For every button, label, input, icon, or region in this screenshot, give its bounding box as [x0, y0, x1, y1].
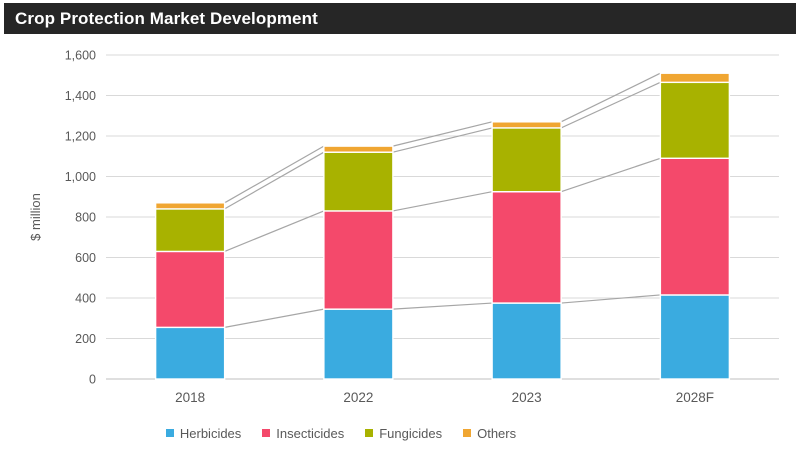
legend-item-others: Others: [463, 426, 516, 441]
series-line-insecticides: [392, 191, 493, 212]
series-line-herbicides: [392, 302, 493, 310]
y-tick-label: 1,400: [65, 89, 96, 103]
y-tick-label: 1,000: [65, 170, 96, 184]
bar-segment-herbicides-2028F: [659, 294, 731, 380]
y-axis-title: $ million: [28, 193, 43, 241]
legend-label-herbicides: Herbicides: [179, 425, 242, 441]
series-line-others: [392, 121, 493, 147]
series-line-herbicides: [224, 308, 324, 328]
legend-item-herbicides: Herbicides: [165, 425, 242, 441]
bar-segment-others-2023: [491, 121, 562, 129]
bar-segment-others-2028F: [659, 72, 731, 84]
bar-segment-others-2022: [323, 145, 394, 153]
bar-segment-insecticides-2022: [323, 210, 394, 310]
series-line-others: [560, 72, 661, 123]
legend-swatch-fungicides: [365, 429, 374, 437]
x-tick-label: 2018: [175, 390, 205, 405]
legend-swatch-others: [463, 429, 472, 437]
x-tick-label: 2022: [343, 390, 373, 405]
bar-segment-herbicides-2018: [154, 326, 226, 380]
y-tick-label: 0: [89, 373, 96, 387]
series-line-others: [224, 145, 325, 204]
series-line-fungicides: [224, 151, 325, 210]
series-line-insecticides: [560, 157, 661, 193]
bar-segment-fungicides-2018: [154, 208, 226, 253]
chart-legend: Herbicides Insecticides Fungicides Other…: [106, 423, 576, 443]
legend-label-others: Others: [477, 425, 517, 441]
y-tick-label: 800: [75, 211, 96, 225]
chart-title-bar: Crop Protection Market Development: [4, 3, 796, 34]
series-line-fungicides: [392, 127, 493, 153]
bar-segment-others-2018: [154, 202, 226, 210]
legend-label-fungicides: Fungicides: [379, 425, 443, 441]
y-tick-label: 600: [75, 251, 96, 265]
legend-label-insecticides: Insecticides: [276, 425, 345, 441]
bar-segment-insecticides-2028F: [659, 157, 731, 296]
bar-segment-fungicides-2022: [323, 151, 394, 212]
y-tick-label: 1,600: [65, 49, 96, 63]
bar-segment-fungicides-2023: [491, 127, 562, 193]
y-tick-label: 400: [75, 292, 96, 306]
series-line-insecticides: [224, 210, 325, 252]
legend-swatch-insecticides: [262, 429, 271, 437]
legend-swatch-herbicides: [165, 429, 174, 437]
bar-segment-insecticides-2023: [491, 190, 562, 304]
y-tick-label: 1,200: [65, 130, 96, 144]
bar-segment-herbicides-2022: [323, 308, 394, 380]
bar-segment-insecticides-2018: [154, 250, 226, 329]
legend-item-insecticides: Insecticides: [262, 426, 344, 441]
bar-segment-herbicides-2023: [491, 302, 562, 380]
bar-segment-fungicides-2028F: [659, 81, 731, 159]
x-tick-label: 2023: [512, 390, 542, 405]
x-tick-label: 2028F: [676, 390, 714, 405]
page-title: Crop Protection Market Development: [15, 8, 318, 28]
series-line-fungicides: [560, 81, 661, 129]
y-tick-label: 200: [75, 332, 96, 346]
series-line-herbicides: [561, 294, 661, 304]
legend-item-fungicides: Fungicides: [365, 426, 442, 441]
